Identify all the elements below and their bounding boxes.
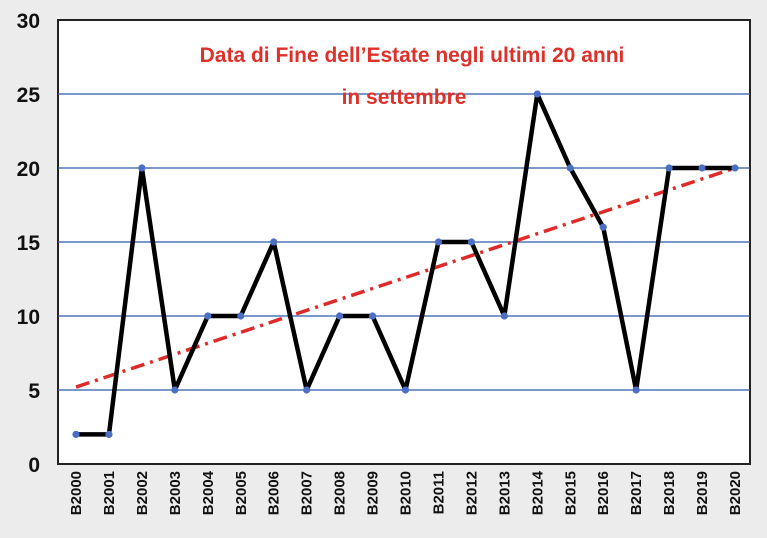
chart-title-line-2: in settembre <box>342 86 467 109</box>
data-point <box>698 164 706 172</box>
data-point <box>731 164 739 172</box>
data-point <box>303 386 311 394</box>
data-point <box>336 312 344 320</box>
x-tick-label: B2014 <box>529 470 546 515</box>
x-tick-label: B2019 <box>694 471 711 515</box>
x-tick-label: B2015 <box>562 471 579 515</box>
data-point <box>368 312 377 320</box>
x-tick-label: B2016 <box>595 471 612 515</box>
data-point <box>171 386 179 394</box>
y-tick-labels: 0 5 10 15 20 25 30 <box>17 10 41 477</box>
data-point <box>566 164 574 172</box>
data-point <box>467 238 475 246</box>
data-point <box>500 312 508 320</box>
data-point <box>237 312 245 320</box>
data-point <box>599 223 607 231</box>
x-tick-label: B2020 <box>727 471 744 515</box>
data-point <box>204 312 212 320</box>
x-tick-label: B2001 <box>101 471 118 515</box>
data-point <box>533 90 541 98</box>
series-layer <box>72 90 739 438</box>
chart-title-line-1: Data di Fine dell’Estate negli ultimi 20… <box>200 44 625 67</box>
x-tick-labels: B2000 B2001 B2002 B2003 B2004 B2005 B2006 B2007… <box>68 470 744 515</box>
y-tick-label: 30 <box>17 10 40 33</box>
x-tick-label: B2009 <box>365 471 382 515</box>
data-point <box>665 164 673 172</box>
x-tick-label: B2000 <box>68 471 85 515</box>
y-tick-label: 20 <box>17 158 40 181</box>
x-tick-label: B2006 <box>266 471 283 515</box>
x-tick-label: B2018 <box>661 471 678 515</box>
data-point <box>138 164 146 172</box>
y-tick-label: 5 <box>28 380 40 403</box>
y-tick-label: 15 <box>17 232 41 255</box>
x-tick-label: B2003 <box>167 471 184 515</box>
data-point <box>632 386 640 394</box>
x-tick-label: B2011 <box>430 471 447 514</box>
x-tick-label: B2005 <box>233 471 250 515</box>
x-tick-label: B2007 <box>299 471 316 515</box>
x-tick-label: B2017 <box>628 471 645 515</box>
y-tick-label: 10 <box>17 306 40 329</box>
x-tick-label: B2013 <box>496 471 513 515</box>
x-tick-label: B2008 <box>332 471 349 515</box>
data-point <box>270 238 278 246</box>
y-tick-label: 25 <box>17 84 41 107</box>
x-tick-label: B2002 <box>134 471 151 515</box>
data-point <box>434 238 443 246</box>
x-tick-label: B2012 <box>463 471 480 515</box>
x-tick-label: B2004 <box>200 470 217 515</box>
data-point <box>72 430 80 438</box>
x-tick-label: B2010 <box>398 471 415 515</box>
data-point <box>401 386 410 394</box>
data-point <box>105 430 113 438</box>
y-tick-label: 0 <box>28 454 40 477</box>
